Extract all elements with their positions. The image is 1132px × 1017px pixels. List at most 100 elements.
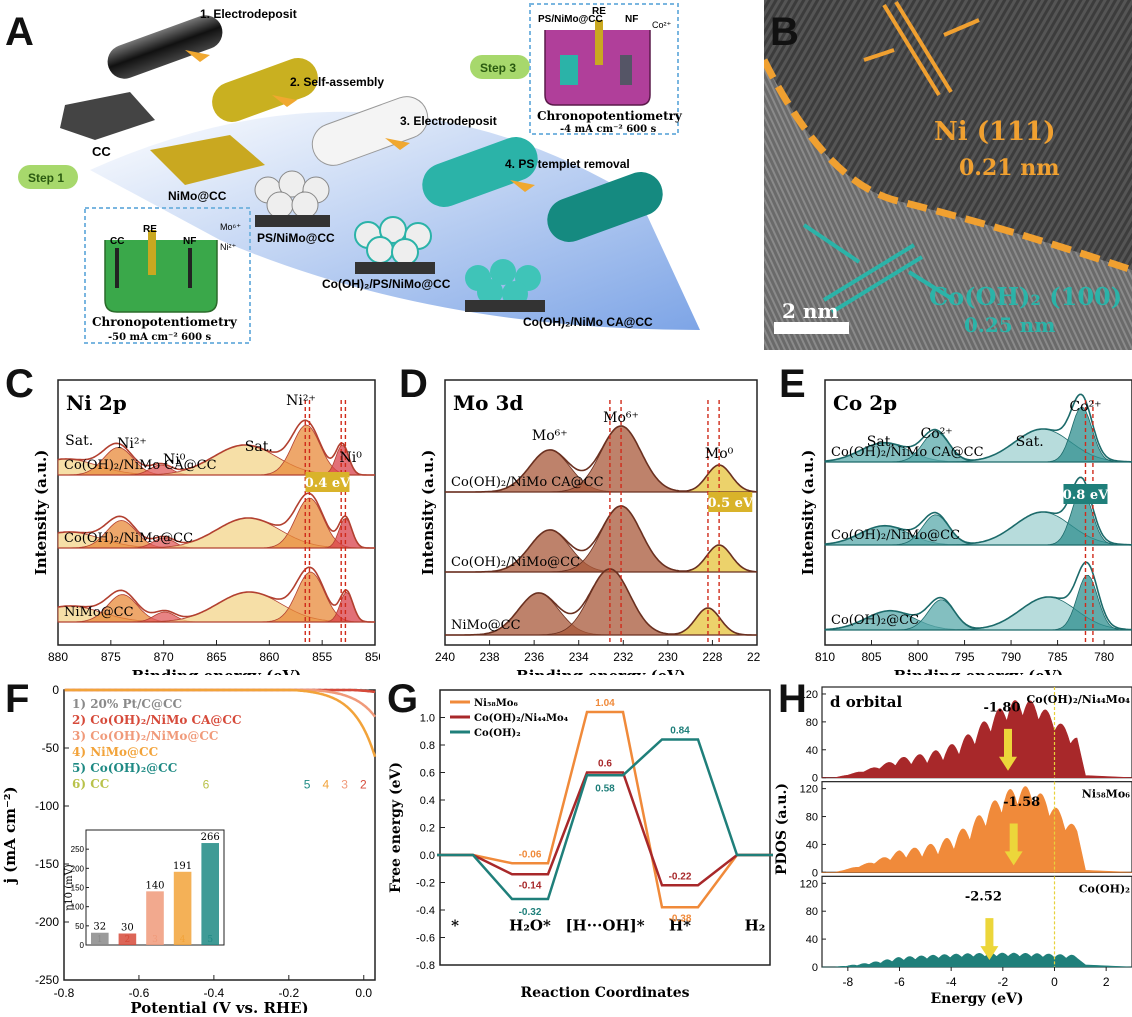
envelope-line bbox=[57, 566, 375, 623]
inset-bar-value: 140 bbox=[145, 880, 164, 891]
x-tick-label: 795 bbox=[955, 650, 975, 664]
envelope-line bbox=[445, 425, 758, 493]
inset-bar bbox=[173, 871, 192, 945]
shift-annotation: 0.4 eV bbox=[305, 476, 351, 491]
free-energy-value: -0.32 bbox=[519, 907, 542, 918]
panel-d-mo3d: Mo 3d 240 238 236 234 232 230 228 226 Binding ene… bbox=[395, 360, 767, 685]
y-tick-label: -150 bbox=[35, 857, 59, 871]
x-tick-label: 875 bbox=[101, 650, 121, 664]
legend-entry: 1) 20% Pt/C@CC bbox=[72, 697, 182, 711]
series-label: Co(OH)₂ bbox=[1079, 882, 1130, 895]
curve-number-label: 4 bbox=[323, 778, 330, 792]
envelope-line bbox=[57, 492, 375, 549]
nimo-tube bbox=[212, 58, 318, 122]
y-axis-label: j (mA cm⁻²) bbox=[1, 786, 19, 885]
x-tick-label: 880 bbox=[48, 650, 68, 664]
svg-text:PS/NiMo@CC: PS/NiMo@CC bbox=[538, 14, 603, 25]
y-tick-label: 80 bbox=[806, 906, 818, 918]
interface-line bbox=[760, 58, 1132, 274]
free-energy-value: 0.58 bbox=[595, 783, 615, 794]
y-tick-label: -100 bbox=[35, 799, 59, 813]
y-axis-label: Free energy (eV) bbox=[388, 762, 404, 893]
d-band-center-arrow bbox=[980, 918, 999, 961]
x-axis-label: Potential (V vs. RHE) bbox=[130, 999, 308, 1013]
electrochemical-cell-3: PS/NiMo@CC RE NF Co²⁺ Chronopotentiometr… bbox=[529, 3, 683, 135]
panel-label-f: F bbox=[5, 677, 30, 721]
y-tick-label: 0 bbox=[52, 683, 59, 697]
panel-h-pdos: d orbital 0 40 80 120 -1.80 Co(OH)₂/Ni₄₄Mo₄ 0 40… bbox=[772, 675, 1132, 1013]
envelope-line bbox=[824, 476, 1132, 546]
step4-label: 4. PS templet removal bbox=[505, 157, 630, 171]
final-spheres bbox=[465, 259, 545, 312]
pdos-area bbox=[821, 786, 1132, 873]
coh-ps-label: Co(OH)₂/PS/NiMo@CC bbox=[322, 277, 451, 291]
legend-entry: Ni₅₈Mo₆ bbox=[474, 698, 518, 709]
y-tick-label: 0 bbox=[812, 773, 818, 785]
pdos-area bbox=[822, 952, 1132, 968]
y-tick-label: 120 bbox=[800, 784, 818, 796]
x-tick-label: -0.6 bbox=[129, 986, 150, 1000]
nimo-label: NiMo@CC bbox=[168, 189, 227, 203]
inset-y-tick-label: 250 bbox=[71, 845, 85, 854]
svg-text:NF: NF bbox=[625, 14, 638, 25]
nimo-plate bbox=[150, 135, 265, 185]
free-energy-chart: 1.0 0.8 0.6 0.4 0.2 0.0 -0.2 -0.4 -0.6 -0.8 Free e… bbox=[388, 689, 773, 1001]
y-tick-label: -0.4 bbox=[416, 905, 435, 917]
shift-arrow bbox=[305, 472, 350, 492]
electrochemical-cell-1: CC RE NF Mo⁶⁺ Ni²⁺ Chronopotentiometry -… bbox=[84, 207, 251, 344]
chart-title: Ni 2p bbox=[66, 391, 127, 415]
reaction-step-label: H₂ bbox=[745, 917, 766, 935]
x-tick-label: 800 bbox=[908, 650, 928, 664]
y-tick-label: 0.8 bbox=[420, 740, 435, 752]
y-tick-label: -200 bbox=[35, 915, 59, 929]
ps-tube bbox=[311, 96, 429, 166]
inset-bar bbox=[146, 891, 164, 945]
x-tick-label: 236 bbox=[524, 650, 544, 664]
y-tick-label: 0.2 bbox=[420, 823, 435, 835]
peak-label: Co²⁺ bbox=[921, 426, 953, 442]
svg-text:NF: NF bbox=[183, 236, 196, 247]
panel-label-a: A bbox=[5, 10, 34, 54]
curve-number-label: 6 bbox=[203, 778, 210, 792]
step2-label: 2. Self-assembly bbox=[290, 75, 384, 89]
svg-text:Chronopotentiometry: Chronopotentiometry bbox=[537, 109, 683, 123]
inset-bar-category: 1 bbox=[97, 935, 103, 945]
x-tick-label: -0.8 bbox=[54, 986, 75, 1000]
inset-bar bbox=[201, 843, 219, 945]
x-tick-label: 870 bbox=[154, 650, 174, 664]
peak-label: Ni⁰ bbox=[340, 450, 363, 466]
shift-arrow bbox=[1063, 484, 1108, 504]
peak-label: Ni²⁺ bbox=[117, 436, 147, 452]
x-axis-label: Binding energy (eV) bbox=[516, 667, 686, 675]
ni-plane-label: Ni (111) bbox=[934, 117, 1056, 147]
x-tick-label: 780 bbox=[1094, 650, 1114, 664]
legend-entry: 2) Co(OH)₂/NiMo CA@CC bbox=[72, 713, 242, 727]
free-energy-value: -0.22 bbox=[669, 871, 692, 882]
shift-arrow bbox=[708, 492, 753, 512]
series-label: Co(OH)₂/NiMo@CC bbox=[451, 555, 580, 570]
plot-frame bbox=[444, 379, 758, 646]
envelope-line bbox=[824, 561, 1132, 631]
pdos-chart: d orbital 0 40 80 120 -1.80 Co(OH)₂/Ni₄₄Mo₄ 0 40… bbox=[774, 686, 1132, 1007]
x-tick-label: -8 bbox=[842, 975, 853, 989]
panel-f-lsv: -0.8 -0.6 -0.4 -0.2 0.0 0 -50 -100 -150 -200 -250 P… bbox=[0, 675, 408, 1017]
x-tick-label: 240 bbox=[435, 650, 455, 664]
x-tick-label: 226 bbox=[747, 650, 760, 664]
x-tick-label: 238 bbox=[480, 650, 500, 664]
inset-y-tick-label: 200 bbox=[71, 864, 85, 873]
inset-bar-value: 266 bbox=[201, 832, 220, 843]
series-label: NiMo@CC bbox=[64, 605, 134, 620]
inset-bar-category: 2 bbox=[125, 935, 131, 945]
co2p-chart: Co 2p 810 805 800 795 790 785 780 Binding energy… bbox=[799, 379, 1132, 685]
peak-label: Mo⁰ bbox=[705, 446, 734, 462]
inset-y-tick-label: 150 bbox=[71, 884, 85, 893]
svg-text:Mo⁶⁺: Mo⁶⁺ bbox=[220, 222, 241, 232]
coh-spacing-label: 0.25 nm bbox=[964, 313, 1055, 337]
svg-text:RE: RE bbox=[143, 224, 157, 235]
series-label: NiMo@CC bbox=[451, 618, 521, 633]
free-energy-value: 0.6 bbox=[598, 759, 612, 770]
x-tick-label: 0.0 bbox=[355, 986, 372, 1000]
x-tick-label: -2 bbox=[997, 975, 1008, 989]
x-tick-label: 810 bbox=[815, 650, 835, 664]
y-tick-label: 40 bbox=[806, 934, 818, 946]
